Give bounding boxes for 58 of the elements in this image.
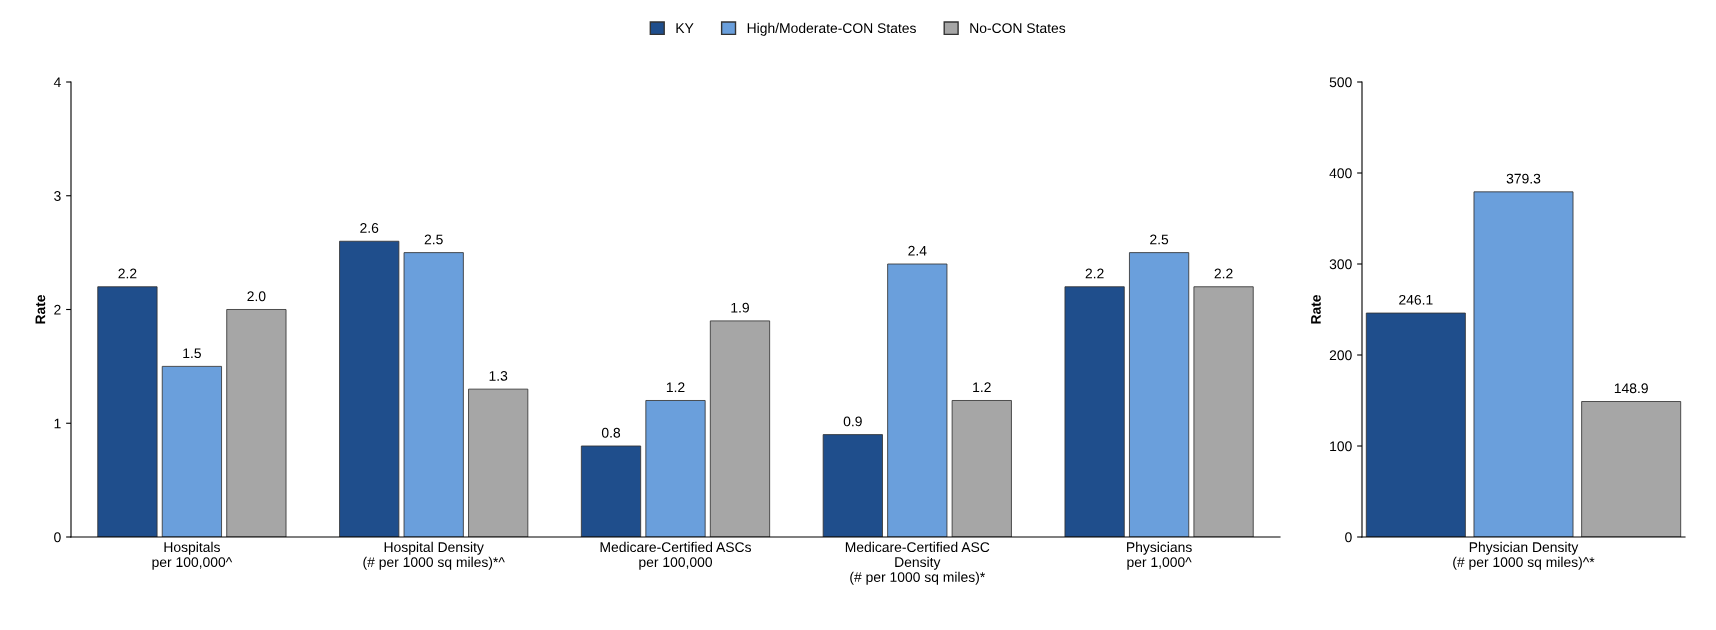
x-tick-label: Medicare-Certified ASC Density (# per 1000 sq miles)*: [845, 541, 990, 585]
x-tick-label: Physicians per 1,000^: [1127, 541, 1192, 570]
bar: [951, 400, 1012, 537]
bar: [1581, 401, 1682, 537]
x-tick-label: Hospital Density (# per 1000 sq miles)*^: [363, 541, 505, 570]
y-tick-label: 4: [53, 77, 61, 88]
data-label: 2.5: [424, 234, 443, 245]
x-tick-label: Hospitals per 100,000^: [152, 541, 233, 570]
y-tick-label: 500: [1329, 77, 1352, 88]
bar: [645, 400, 706, 537]
data-label: 2.2: [1085, 268, 1104, 279]
bar: [97, 286, 158, 537]
data-label: 1.5: [183, 348, 201, 359]
data-label: 2.6: [360, 223, 379, 233]
bar: [1064, 286, 1125, 537]
data-label: 379.3: [1506, 173, 1541, 184]
legend-label: No-CON States: [970, 23, 1066, 34]
bar: [226, 309, 287, 537]
y-tick-label: 400: [1329, 168, 1352, 179]
bar: [709, 320, 771, 537]
data-label: 2.0: [247, 291, 266, 302]
bar: [468, 388, 529, 537]
y-tick-label: 200: [1329, 350, 1352, 361]
y-tick-label: 1: [54, 418, 61, 429]
bar: [339, 240, 400, 537]
y-tick-label: 100: [1330, 441, 1352, 452]
data-label: 0.9: [843, 416, 862, 427]
bar: [887, 263, 948, 537]
x-tick-label: Physician Density (# per 1000 sq miles)^*: [1453, 541, 1595, 570]
y-tick-label: 300: [1329, 259, 1352, 270]
x-tick-label: Medicare-Certified ASCs per 100,000: [600, 541, 752, 570]
data-label: 1.2: [666, 382, 685, 393]
data-label: 1.3: [489, 370, 508, 381]
legend-label: KY: [676, 23, 694, 33]
legend-label: High/Moderate-CON States: [747, 22, 916, 36]
y-tick-label: 0: [54, 532, 61, 543]
bar: [822, 434, 883, 537]
y-tick-label: 0: [1345, 532, 1352, 543]
y-tick-label: 2: [54, 304, 61, 315]
bar: [161, 365, 222, 537]
data-label: 2.4: [908, 245, 927, 256]
bar: [1365, 312, 1466, 537]
data-label: 1.9: [731, 302, 749, 313]
bar: [1473, 191, 1574, 537]
bar: [403, 252, 464, 537]
y-axis-title: Rate: [1311, 294, 1321, 324]
data-label: 1.2: [973, 382, 991, 393]
data-label: 2.5: [1150, 234, 1169, 245]
bar: [1193, 286, 1254, 537]
data-label: 2.2: [118, 268, 137, 279]
y-axis-title: Rate: [35, 294, 46, 324]
data-label: 0.8: [601, 427, 621, 438]
bar: [580, 445, 642, 537]
data-label: 246.1: [1399, 294, 1433, 305]
y-tick-label: 3: [54, 191, 61, 201]
data-label: 148.9: [1614, 383, 1648, 394]
data-label: 2.2: [1214, 268, 1233, 279]
bar: [1129, 252, 1190, 537]
